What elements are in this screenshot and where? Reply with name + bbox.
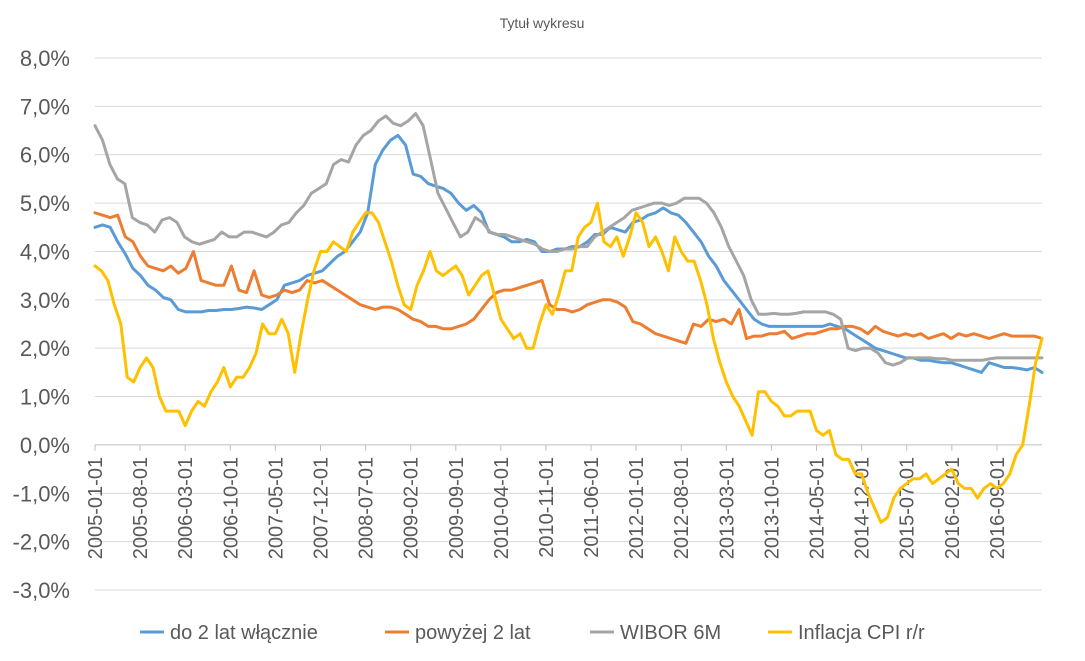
x-tick-label: 2007-05-01 <box>265 457 287 559</box>
x-tick-label: 2013-03-01 <box>716 457 738 559</box>
x-tick-label: 2014-05-01 <box>807 457 829 559</box>
chart-title: Tytuł wykresu <box>500 15 585 31</box>
x-tick-label: 2008-07-01 <box>356 457 378 559</box>
y-tick-label: 7,0% <box>20 94 70 119</box>
legend-label: powyżej 2 lat <box>415 622 531 644</box>
x-tick-label: 2014-12-01 <box>852 457 874 559</box>
legend-label: do 2 lat włącznie <box>170 622 318 644</box>
x-tick-label: 2005-08-01 <box>130 457 152 559</box>
series-line-4 <box>93 201 1044 524</box>
series-line-2 <box>93 211 1044 345</box>
x-tick-label: 2010-04-01 <box>491 457 513 559</box>
x-tick-label: 2010-11-01 <box>536 457 558 558</box>
x-tick-label: 2015-07-01 <box>897 457 919 559</box>
y-tick-label: 3,0% <box>20 288 70 313</box>
x-tick-label: 2012-08-01 <box>671 457 693 559</box>
x-tick-label: 2009-02-01 <box>401 457 423 559</box>
y-tick-label: 6,0% <box>20 143 70 168</box>
y-tick-label: 4,0% <box>20 239 70 264</box>
y-tick-label: 5,0% <box>20 191 70 216</box>
y-tick-label: 8,0% <box>20 46 70 71</box>
x-tick-label: 2009-09-01 <box>446 457 468 559</box>
x-tick-label: 2011-06-01 <box>581 457 603 558</box>
y-tick-label: -1,0% <box>13 481 70 506</box>
legend-label: WIBOR 6M <box>620 622 721 644</box>
gridlines <box>95 57 1042 591</box>
legend-label: Inflacja CPI r/r <box>798 622 925 644</box>
x-tick-label: 2007-12-01 <box>310 457 332 559</box>
x-tick-label: 2006-03-01 <box>175 457 197 559</box>
y-tick-label: 2,0% <box>20 336 70 361</box>
x-tick-label: 2005-01-01 <box>85 457 107 559</box>
y-tick-label: -2,0% <box>13 530 70 555</box>
y-tick-label: 1,0% <box>20 385 70 410</box>
x-tick-label: 2016-09-01 <box>987 457 1009 559</box>
legend: do 2 lat włącznie powyżej 2 lat WIBOR 6M In… <box>140 622 925 644</box>
x-tick-label: 2006-10-01 <box>220 457 242 559</box>
y-tick-label: 0,0% <box>20 433 70 458</box>
x-axis-ticks: 2005-01-01 2005-08-01 2006-03-01 2006-10-01… <box>85 444 1009 559</box>
x-tick-label: 2012-01-01 <box>626 457 648 559</box>
x-tick-label: 2013-10-01 <box>761 457 783 559</box>
series-line-3 <box>93 112 1044 367</box>
series-lines <box>93 112 1044 524</box>
y-tick-label: -3,0% <box>13 578 70 603</box>
y-axis-ticks: -3,0% -2,0% -1,0% 0,0% 1,0% 2,0% 3,0% 4,0% 5,0% 6… <box>13 46 70 603</box>
